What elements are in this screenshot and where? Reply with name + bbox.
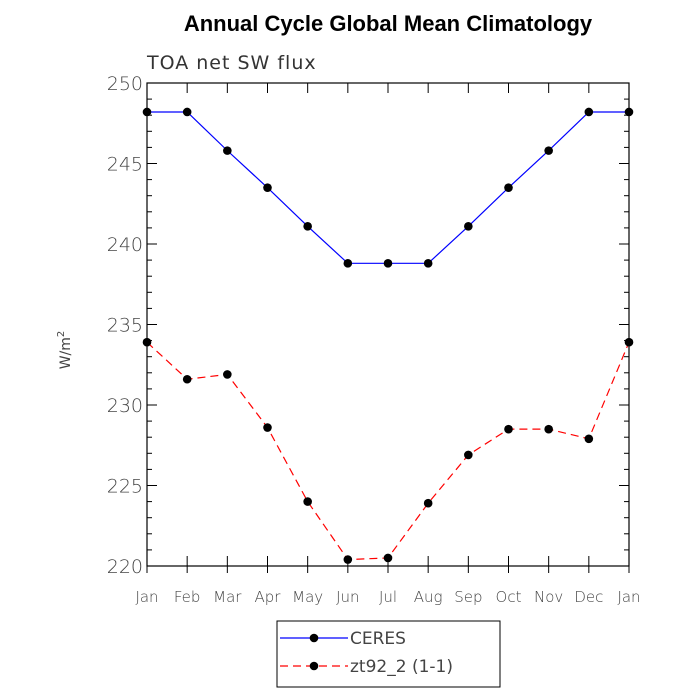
series-line-0	[147, 111, 629, 264]
chart-title: Annual Cycle Global Mean Climatology	[184, 11, 593, 36]
series-0-point	[504, 183, 513, 192]
y-axis: 220 225 230 235 240 245 250	[107, 73, 629, 578]
y-axis-label-text: W/m	[58, 337, 74, 369]
x-tick-label: Jan	[617, 588, 640, 606]
chart-subtitle: TOA net SW flux	[146, 52, 317, 74]
series-layer	[142, 107, 634, 564]
x-tick-label: Jun	[336, 588, 359, 606]
series-1-point	[504, 424, 513, 434]
x-tick-label: Sep	[454, 588, 482, 606]
series-1-point	[464, 450, 473, 460]
legend-label-0: CERES	[350, 629, 406, 649]
legend-label-1: zt92_2 (1-1)	[350, 657, 453, 677]
legend-marker-1	[309, 661, 319, 671]
x-tick-label: Mar	[213, 588, 242, 606]
x-tick-label: Jan	[135, 588, 158, 606]
y-tick-label: 245	[107, 154, 143, 176]
legend: CERES zt92_2 (1-1)	[276, 620, 501, 688]
series-1-point	[423, 498, 433, 508]
series-1-point	[544, 424, 553, 434]
y-axis-label-superscript: 2	[56, 331, 67, 337]
x-axis: Jan Feb Mar Apr May Jun Jul Aug Sep Oct Nov Dec Jan	[135, 83, 641, 606]
series-0-point	[303, 221, 312, 231]
y-tick-label: 235	[107, 315, 143, 337]
series-1-point	[343, 555, 353, 564]
x-tick-label: Aug	[414, 588, 443, 606]
series-0-point	[464, 221, 473, 231]
x-tick-label: May	[292, 588, 323, 606]
y-tick-label: 225	[107, 476, 143, 498]
series-0-point	[142, 107, 152, 117]
y-tick-label: 220	[107, 556, 143, 578]
series-0-point	[383, 259, 393, 268]
x-tick-label: Jul	[379, 588, 397, 606]
series-1-point	[263, 423, 272, 432]
series-1-point	[142, 337, 152, 347]
plot-frame	[146, 82, 630, 567]
x-tick-label: Apr	[255, 588, 282, 606]
y-tick-label: 230	[107, 395, 143, 417]
x-tick-label: Feb	[174, 588, 201, 606]
series-0-point	[223, 146, 232, 155]
x-tick-label: Dec	[574, 588, 603, 606]
series-1-point	[223, 370, 232, 379]
series-0-point	[423, 259, 433, 268]
series-0-point	[584, 107, 594, 117]
series-1-point	[383, 553, 393, 563]
series-1-point	[182, 374, 192, 384]
legend-marker-0	[309, 633, 319, 643]
series-1-point	[624, 337, 634, 347]
series-line-1	[146, 341, 630, 561]
x-tick-label: Nov	[534, 588, 563, 606]
y-tick-label: 250	[107, 73, 143, 95]
series-0-point	[263, 183, 272, 192]
series-0-point	[624, 107, 634, 117]
legend-box	[276, 620, 501, 688]
series-0-point	[182, 107, 192, 117]
y-tick-label: 240	[107, 234, 143, 256]
series-0-point	[544, 146, 553, 155]
series-0-point	[343, 259, 353, 268]
series-1-point	[303, 497, 312, 506]
y-axis-label: W/m2	[56, 331, 74, 370]
series-1-point	[584, 434, 594, 444]
x-tick-label: Oct	[496, 588, 522, 606]
